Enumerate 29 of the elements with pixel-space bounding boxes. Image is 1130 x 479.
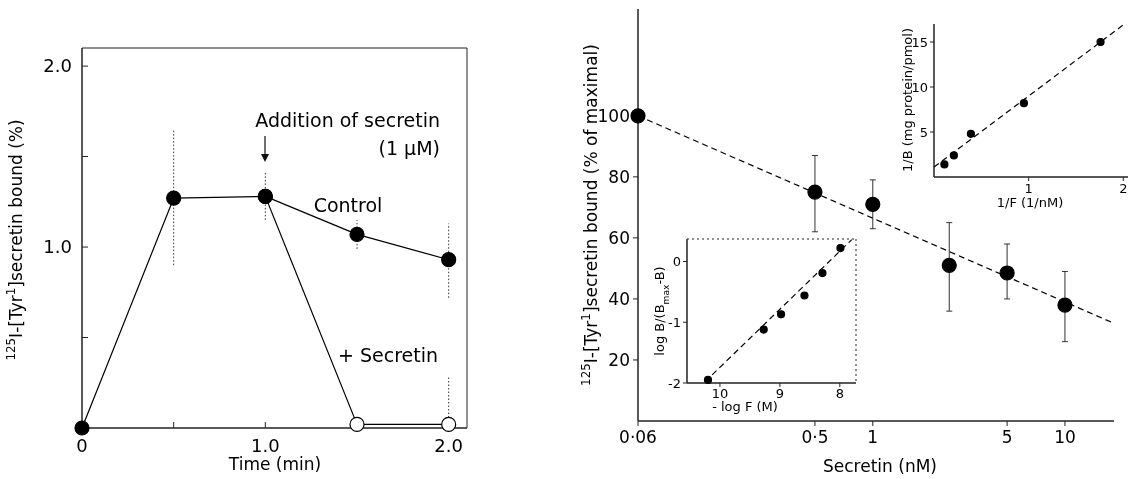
series-label: Control (313, 194, 383, 217)
x-tick-label: 8 (835, 386, 844, 401)
x-axis-title: - log F (M) (712, 399, 778, 414)
y-tick-label: -2 (668, 375, 681, 391)
x-tick-label: 1.0 (251, 435, 280, 456)
x-tick-label: 0 (76, 435, 88, 456)
series-label: + Secretin (337, 344, 439, 367)
annotation: Addition of secretin (1 μM) (255, 109, 440, 159)
x-axis-title: Secretin (nM) (823, 456, 937, 476)
x-axis-title: Time (min) (227, 454, 322, 474)
y-tick-label: 100 (597, 105, 630, 126)
x-tick-label: 2.0 (434, 435, 463, 456)
x-tick-label: 1 (1024, 181, 1033, 196)
y-tick-label: 40 (608, 288, 630, 309)
x-axis-title: 1/F (1/nM) (996, 195, 1064, 210)
x-tick-label: 10 (1054, 427, 1076, 447)
y-tick-label: 20 (608, 349, 630, 370)
x-tick-label: 9 (775, 386, 785, 401)
y-tick-label: 80 (608, 166, 630, 187)
x-tick-label: 2 (1119, 181, 1128, 196)
y-tick-label: -1 (668, 314, 681, 330)
x-tick-label: 0·5 (801, 427, 829, 447)
y-tick-label: 5 (919, 124, 928, 140)
x-tick-label: 5 (1001, 427, 1013, 447)
x-tick-label: 10 (711, 386, 729, 401)
y-tick-label: 0 (672, 254, 681, 270)
x-tick-label: 1 (867, 427, 879, 447)
x-tick-label: 0·06 (619, 427, 657, 447)
y-tick-label: 60 (608, 227, 630, 248)
